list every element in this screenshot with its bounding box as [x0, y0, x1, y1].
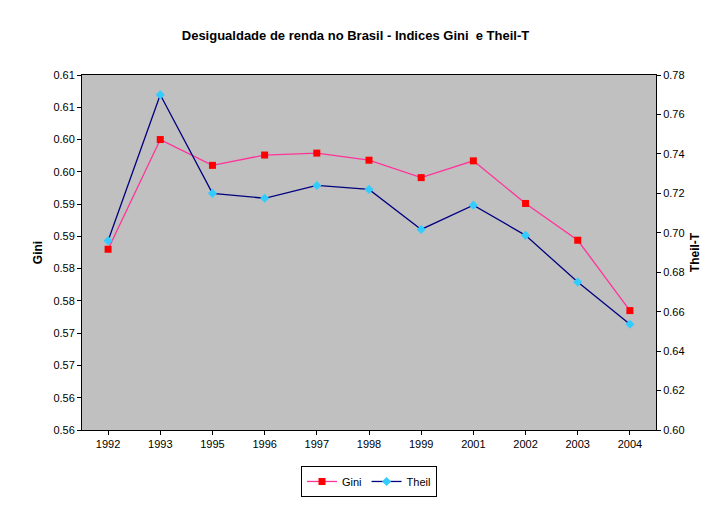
svg-text:0.76: 0.76	[663, 108, 684, 120]
svg-text:0.68: 0.68	[663, 266, 684, 278]
svg-text:0.56: 0.56	[53, 424, 74, 436]
svg-text:0.64: 0.64	[663, 345, 684, 357]
svg-text:1993: 1993	[148, 438, 172, 450]
svg-text:0.66: 0.66	[663, 306, 684, 318]
svg-text:Gini: Gini	[31, 241, 45, 264]
svg-text:1999: 1999	[409, 438, 433, 450]
svg-text:1992: 1992	[96, 438, 120, 450]
svg-text:1998: 1998	[357, 438, 381, 450]
svg-text:Desigualdade de renda no Brasi: Desigualdade de renda no Brasil - Indice…	[182, 28, 530, 43]
svg-text:0.62: 0.62	[663, 384, 684, 396]
svg-text:1995: 1995	[200, 438, 224, 450]
svg-text:0.61: 0.61	[53, 69, 74, 81]
svg-text:2004: 2004	[618, 438, 642, 450]
svg-text:1997: 1997	[305, 438, 329, 450]
svg-text:2002: 2002	[513, 438, 537, 450]
svg-text:0.72: 0.72	[663, 187, 684, 199]
svg-text:0.74: 0.74	[663, 148, 684, 160]
svg-text:0.70: 0.70	[663, 227, 684, 239]
svg-text:0.60: 0.60	[53, 166, 74, 178]
svg-text:Gini: Gini	[342, 476, 362, 488]
svg-text:0.60: 0.60	[663, 424, 684, 436]
svg-text:0.58: 0.58	[53, 295, 74, 307]
svg-text:0.59: 0.59	[53, 230, 74, 242]
svg-text:2001: 2001	[461, 438, 485, 450]
svg-text:Theil: Theil	[407, 476, 431, 488]
svg-text:0.61: 0.61	[53, 101, 74, 113]
svg-text:0.58: 0.58	[53, 262, 74, 274]
svg-text:0.57: 0.57	[53, 359, 74, 371]
svg-text:0.57: 0.57	[53, 327, 74, 339]
svg-text:Theil-T: Theil-T	[688, 232, 702, 272]
svg-text:0.56: 0.56	[53, 392, 74, 404]
svg-text:0.60: 0.60	[53, 133, 74, 145]
svg-text:0.78: 0.78	[663, 69, 684, 81]
svg-text:0.59: 0.59	[53, 198, 74, 210]
svg-text:2003: 2003	[565, 438, 589, 450]
svg-text:1996: 1996	[252, 438, 276, 450]
